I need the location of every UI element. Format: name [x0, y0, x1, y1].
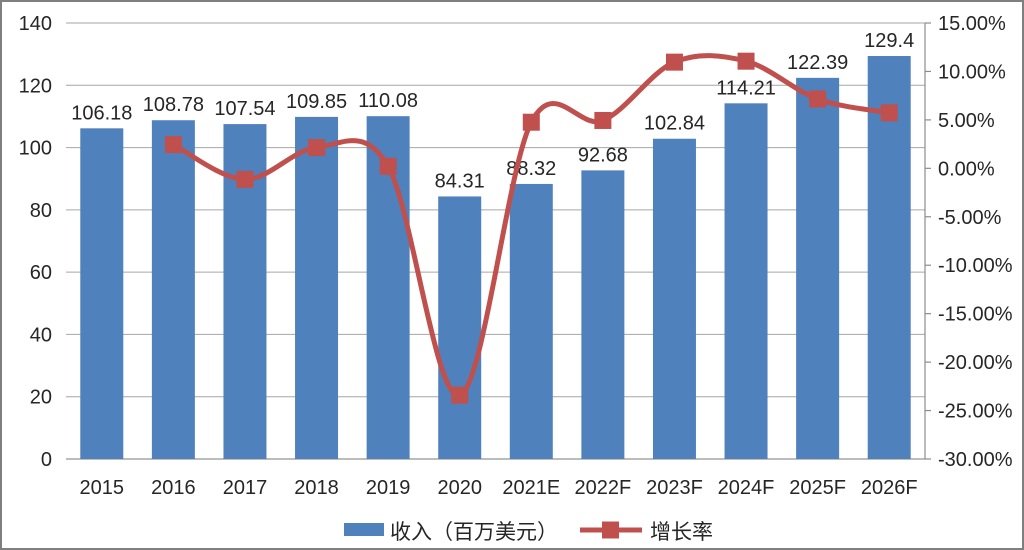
growth-marker: [308, 139, 326, 157]
left-axis-tick-label: 0: [41, 449, 52, 471]
left-axis-tick-label: 100: [19, 138, 52, 160]
right-axis-tick-label: 0.00%: [938, 158, 995, 180]
legend-growth-label: 增长率: [650, 521, 713, 544]
growth-marker: [522, 113, 540, 131]
left-axis-tick-label: 40: [30, 324, 52, 346]
right-axis-tick-label: 5.00%: [938, 110, 995, 132]
bar-value-label: 107.54: [214, 98, 275, 120]
legend-growth-marker-swatch: [602, 521, 619, 539]
right-axis-tick-label: -25.00%: [938, 401, 1013, 423]
bar: [151, 120, 195, 459]
growth-marker: [809, 90, 827, 108]
right-axis-tick-label: 10.00%: [938, 61, 1006, 83]
bar: [295, 116, 339, 459]
right-axis-tick-label: 15.00%: [938, 13, 1006, 35]
right-axis-tick-label: -10.00%: [938, 255, 1013, 277]
bar-value-label: 122.39: [787, 52, 848, 74]
bar-value-label: 106.18: [71, 102, 132, 124]
x-axis-label: 2018: [294, 477, 339, 499]
x-axis-label: 2021E: [502, 477, 560, 499]
left-axis-tick-label: 120: [19, 75, 52, 97]
x-axis-label: 2022F: [575, 477, 632, 499]
bar-value-label: 102.84: [644, 113, 705, 135]
bar-value-label: 109.85: [286, 91, 347, 113]
x-axis-label: 2024F: [718, 477, 775, 499]
bar: [80, 128, 124, 459]
growth-marker: [451, 386, 469, 404]
x-axis-label: 2017: [223, 477, 268, 499]
x-axis-label: 2026F: [861, 477, 918, 499]
x-axis-label: 2016: [151, 477, 196, 499]
bar: [581, 170, 625, 460]
x-axis-label: 2015: [80, 477, 125, 499]
legend: [344, 521, 642, 539]
x-axis-label: 2025F: [789, 477, 846, 499]
left-axis-tick-label: 140: [19, 13, 52, 35]
growth-marker: [236, 170, 254, 188]
right-axis-tick-label: -5.00%: [938, 207, 1002, 229]
growth-marker: [665, 53, 683, 71]
growth-marker: [594, 111, 612, 129]
left-axis-tick-label: 80: [30, 200, 52, 222]
bar: [509, 183, 553, 459]
left-axis-tick-label: 60: [30, 262, 52, 284]
bar: [652, 138, 696, 459]
bar-value-label: 108.78: [143, 94, 204, 116]
bar: [867, 56, 911, 460]
growth-marker: [737, 52, 755, 70]
legend-revenue-label: 收入（百万美元）: [390, 521, 558, 544]
x-axis-label: 2020: [437, 477, 482, 499]
bar: [796, 77, 840, 459]
growth-marker: [880, 104, 898, 122]
x-axis-label: 2023F: [646, 477, 703, 499]
bar: [724, 103, 768, 459]
bar-value-label: 84.31: [435, 170, 485, 192]
growth-marker: [379, 157, 397, 175]
bar-value-label: 92.68: [578, 144, 628, 166]
bar-value-label: 114.21: [716, 77, 776, 99]
right-axis-tick-label: -20.00%: [938, 352, 1013, 374]
right-axis-tick-label: -30.00%: [938, 449, 1013, 471]
right-axis-tick-label: -15.00%: [938, 304, 1013, 326]
x-axis-label: 2019: [366, 477, 411, 499]
growth-marker: [164, 136, 182, 154]
bar: [438, 196, 482, 459]
legend-revenue-swatch: [344, 523, 384, 536]
bars-group: [80, 56, 911, 460]
bar-value-label: 110.08: [358, 90, 418, 112]
bar-value-label: 129.4: [864, 30, 914, 52]
left-axis-tick-label: 20: [30, 387, 52, 409]
